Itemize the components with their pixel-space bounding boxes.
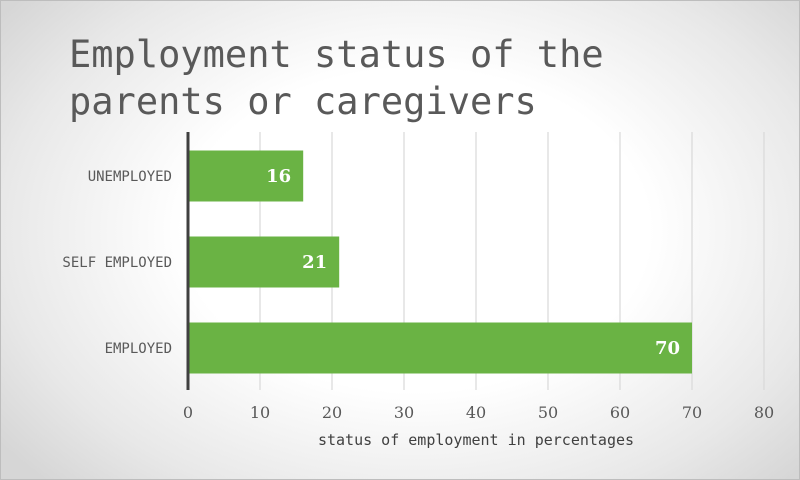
data-label-unemployed: 16 bbox=[266, 166, 291, 187]
category-labels: UNEMPLOYED SELF EMPLOYED EMPLOYED bbox=[62, 169, 172, 357]
x-tick-label-10: 10 bbox=[250, 403, 270, 422]
category-label-self-employed: SELF EMPLOYED bbox=[62, 255, 172, 271]
chart-title: Employment status of the parents or care… bbox=[69, 33, 604, 123]
bars bbox=[188, 150, 692, 374]
x-tick-label-30: 30 bbox=[394, 403, 414, 422]
data-label-employed: 70 bbox=[655, 338, 680, 359]
x-tick-label-50: 50 bbox=[538, 403, 558, 422]
x-axis-title: status of employment in percentages bbox=[318, 431, 634, 449]
x-tick-label-40: 40 bbox=[466, 403, 486, 422]
bar-self-employed bbox=[188, 236, 340, 288]
x-tick-label-20: 20 bbox=[322, 403, 342, 422]
bar-unemployed bbox=[188, 150, 304, 202]
data-label-self-employed: 21 bbox=[302, 252, 327, 273]
x-tick-labels: 0 10 20 30 40 50 60 70 80 bbox=[183, 403, 774, 422]
x-tick-label-70: 70 bbox=[682, 403, 702, 422]
category-label-employed: EMPLOYED bbox=[105, 341, 172, 357]
data-labels: 16 21 70 bbox=[266, 166, 680, 359]
bar-employed bbox=[188, 322, 692, 374]
category-label-unemployed: UNEMPLOYED bbox=[88, 169, 172, 185]
x-tick-label-80: 80 bbox=[754, 403, 774, 422]
x-tick-label-0: 0 bbox=[183, 403, 193, 422]
x-tick-label-60: 60 bbox=[610, 403, 630, 422]
